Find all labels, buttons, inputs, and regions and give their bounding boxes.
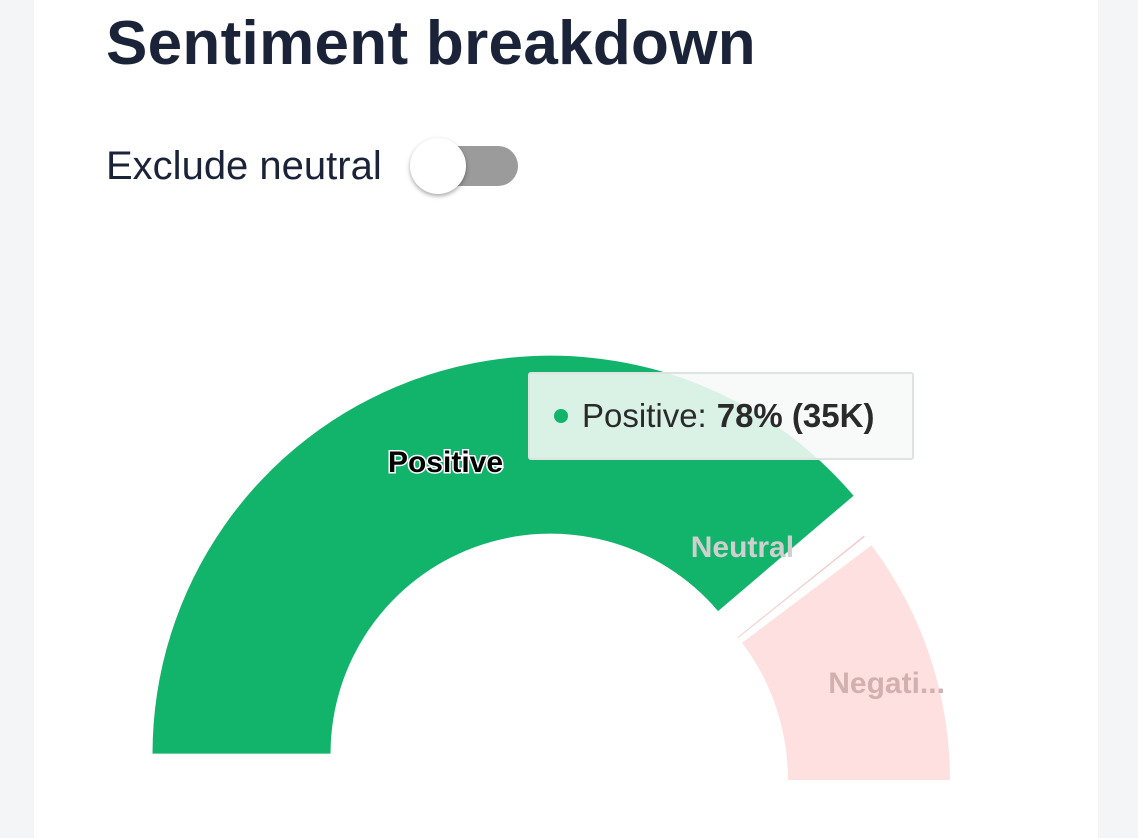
exclude-neutral-row: Exclude neutral [106,136,520,196]
slice-label-negative: Negati... [828,667,945,700]
exclude-neutral-toggle[interactable] [408,136,520,196]
slice-label-positive: Positive [388,446,503,479]
slice-label-neutral: Neutral [691,531,794,564]
chart-tooltip: Positive: 78% (35K) [528,372,914,460]
tooltip-label: Positive: [582,397,707,434]
toggle-thumb [409,138,466,194]
exclude-neutral-label: Exclude neutral [106,143,382,188]
page-title: Sentiment breakdown [106,9,756,78]
slice-negative[interactable] [742,545,950,780]
tooltip-value: 78% (35K) [716,397,875,434]
slice-neutral[interactable] [737,535,865,638]
tooltip-series-dot [554,409,568,423]
